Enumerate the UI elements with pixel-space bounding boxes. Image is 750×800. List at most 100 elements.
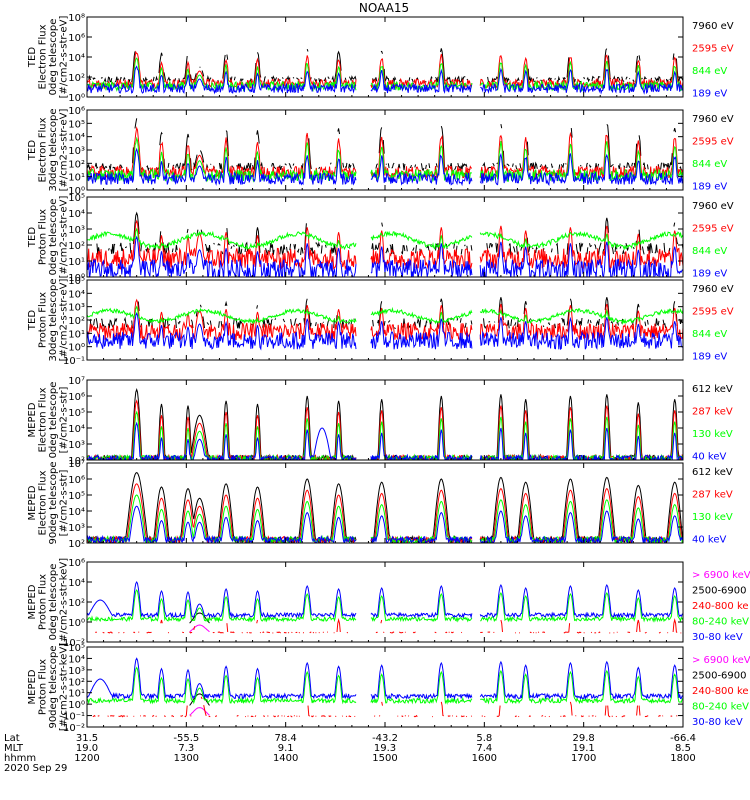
x-tick-label-hhmm: 1700 (571, 753, 596, 764)
y-tick-label: 10² (68, 598, 85, 609)
y-axis-label-line: [#/cm2-s-str-keV] (59, 643, 70, 731)
y-tick-label: 10² (68, 159, 85, 170)
y-tick-label: 10² (68, 316, 85, 327)
y-tick-label: 10¹ (68, 173, 85, 184)
series-line-3-3 (87, 227, 683, 251)
series-line-7-2 (189, 612, 210, 624)
legend-entry: 80-240 keV (692, 702, 749, 713)
legend-entry: > 6900 keV (692, 570, 750, 581)
y-tick-label: 10¹ (68, 257, 85, 268)
series-line-7-4 (87, 588, 683, 623)
y-axis-label-line: MEPED (27, 402, 38, 437)
x-tick-label-lat: 29.8 (573, 733, 595, 744)
x-tick-label-lat: -55.5 (173, 733, 199, 744)
y-axis-label-line: [#/cm2-s-str] (59, 386, 70, 453)
series-line-1-2 (87, 50, 683, 90)
series-line-3-2 (87, 219, 683, 271)
y-axis-label: MEPEDProton Flux0deg telescope[#/cm2-s-s… (27, 558, 70, 646)
y-tick-label: 10³ (68, 523, 85, 534)
y-axis-label-line: [#/cm2-s-str-eV] (59, 16, 70, 99)
legend-entry: 30-80 keV (692, 717, 743, 728)
series-line-6-3 (87, 494, 683, 543)
y-tick-label: 10⁰ (68, 93, 85, 104)
y-axis-label-line: [#/cm2-s-str-keV] (59, 558, 70, 646)
legend-entry: 7960 eV (692, 21, 734, 32)
y-axis-label-line: TED (27, 47, 38, 68)
y-axis-label-line: Electron Flux (38, 24, 49, 89)
y-tick-label: 10⁴ (68, 289, 85, 300)
y-axis-label-line: 30deg telescope (48, 278, 59, 361)
x-tick-label-lat: 78.4 (275, 733, 297, 744)
x-tick-label-hhmm: 1400 (273, 753, 298, 764)
y-axis-label-line: [#/cm2-s-str-eV] (59, 279, 70, 362)
y-tick-label: 10⁵ (68, 276, 85, 287)
x-tick-label-mlt: 7.4 (476, 743, 492, 754)
x-row-label: 2020 Sep 29 (4, 763, 67, 774)
y-tick-label: 10⁴ (68, 654, 85, 665)
x-tick-label-hhmm: 1600 (472, 753, 497, 764)
y-tick-label: 10⁵ (68, 643, 85, 654)
y-axis-label-line: 0deg telescope (48, 19, 59, 96)
legend-entry: 287 keV (692, 407, 733, 418)
y-tick-label: 10⁴ (68, 133, 85, 144)
y-tick-label: 10⁴ (68, 578, 85, 589)
y-tick-label: 10⁵ (68, 119, 85, 130)
x-tick-label-lat: 31.5 (76, 733, 98, 744)
y-axis-label-line: [#/cm2-s-str-eV] (59, 196, 70, 279)
y-axis-label: TEDProton Flux30deg telescope[#/cm2-s-st… (27, 278, 70, 361)
y-tick-label: 10⁴ (68, 424, 85, 435)
y-axis-label-line: Proton Flux (38, 209, 49, 265)
series-line-8-3 (93, 697, 681, 717)
y-tick-label: 10⁴ (68, 209, 85, 220)
legend-entry: 2500-6900 (692, 586, 747, 597)
y-axis-label: MEPEDElectron Flux0deg telescope[#/cm2-s… (27, 382, 70, 459)
y-tick-label: 10⁷ (68, 459, 85, 470)
y-tick-label: 10² (68, 241, 85, 252)
y-axis-label: TEDElectron Flux0deg telescope[#/cm2-s-s… (27, 16, 70, 99)
y-tick-label: 10⁸ (68, 13, 85, 24)
legend-entry: 130 keV (692, 512, 733, 523)
y-axis-label-line: Proton Flux (38, 659, 49, 715)
legend-entry: 240-800 ke (692, 601, 749, 612)
y-tick-label: 10⁴ (68, 53, 85, 64)
y-tick-label: 10⁶ (68, 33, 85, 44)
y-tick-label: 10⁶ (68, 475, 85, 486)
legend-entry: 40 keV (692, 535, 726, 546)
y-tick-label: 10² (68, 456, 85, 467)
x-tick-label-lat: -43.2 (372, 733, 398, 744)
y-tick-label: 10¹ (68, 329, 85, 340)
y-tick-label: 10⁰ (68, 343, 85, 354)
legend-entry: 7960 eV (692, 201, 734, 212)
x-tick-label-lat: -66.4 (670, 733, 696, 744)
y-tick-label: 10² (68, 677, 85, 688)
series-line-2-2 (87, 126, 683, 180)
legend-entry: 189 eV (692, 89, 727, 100)
y-tick-label: 10⁶ (68, 558, 85, 569)
x-tick-label-hhmm: 1300 (174, 753, 199, 764)
y-axis-label-line: 30deg telescope (48, 108, 59, 191)
y-axis-label-line: Electron Flux (38, 387, 49, 452)
legend-entry: 189 eV (692, 182, 727, 193)
x-row-label: MLT (4, 743, 24, 754)
series-line-4-1 (89, 297, 683, 330)
y-axis-label-line: TED (27, 310, 38, 331)
y-tick-label: 10³ (68, 666, 85, 677)
x-tick-label-mlt: 8.5 (675, 743, 691, 754)
legend-entry: 7960 eV (692, 284, 734, 295)
legend-entry: 2595 eV (692, 307, 734, 318)
legend-entry: 844 eV (692, 246, 727, 257)
legend-entry: 30-80 keV (692, 632, 743, 643)
series-line-7-3 (95, 618, 682, 634)
legend-entry: 40 keV (692, 452, 726, 463)
series-line-7-5 (87, 580, 683, 619)
y-tick-label: 10³ (68, 440, 85, 451)
y-axis-label-line: 0deg telescope (48, 382, 59, 459)
x-tick-label-mlt: 9.1 (278, 743, 294, 754)
series-line-7-1 (189, 624, 210, 633)
x-tick-label-hhmm: 1500 (372, 753, 397, 764)
